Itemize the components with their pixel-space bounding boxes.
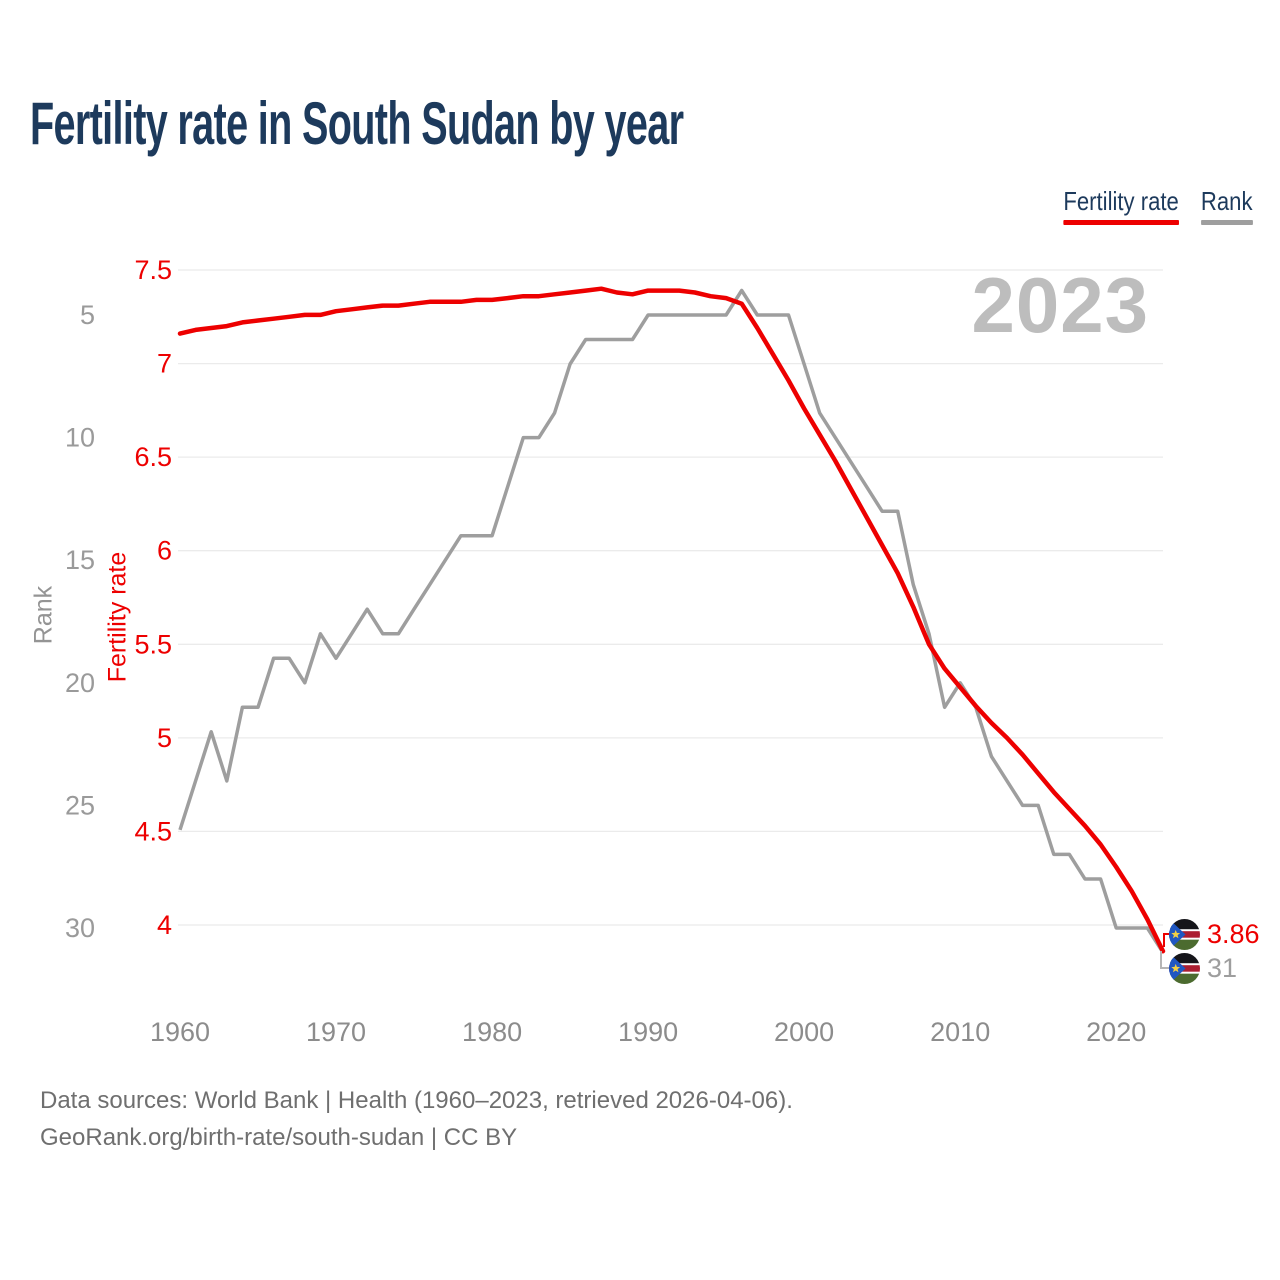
fertility-tick-label: 6.5 — [134, 442, 172, 472]
page-title: Fertility rate in South Sudan by year — [30, 90, 684, 157]
rank-end-value: 31 — [1207, 953, 1238, 983]
fertility-tick-label: 6 — [157, 536, 172, 566]
legend: Fertility rate Rank — [1063, 186, 1253, 225]
x-tick-label: 1970 — [306, 1017, 366, 1047]
fertility-line — [177, 286, 1166, 954]
rank-tick-label: 25 — [65, 790, 95, 820]
fertility-tick-label: 7 — [157, 349, 172, 379]
x-tick-label: 1990 — [618, 1017, 678, 1047]
legend-label-rank: Rank — [1201, 186, 1253, 216]
x-tick-label: 2020 — [1086, 1017, 1146, 1047]
rank-endpoint-connector — [1160, 951, 1170, 969]
x-tick-label: 2000 — [774, 1017, 834, 1047]
fertility-tick-label: 7.5 — [134, 255, 172, 285]
source-line-1: Data sources: World Bank | Health (1960–… — [40, 1087, 793, 1114]
fertility-end-value: 3.86 — [1207, 919, 1260, 949]
x-tick-label: 2010 — [930, 1017, 990, 1047]
legend-underline-fertility — [1063, 220, 1180, 225]
rank-line — [178, 288, 1165, 954]
fertility-tick-label: 5 — [157, 723, 172, 753]
legend-item-fertility-rate[interactable]: Fertility rate — [1063, 186, 1180, 225]
fertility-end-label-row: 3.86 — [1169, 919, 1260, 950]
fertility-tick-label: 4 — [157, 910, 172, 940]
fertility-endpoint-connector — [1163, 933, 1170, 947]
x-tick-label: 1980 — [462, 1017, 522, 1047]
south-sudan-flag-icon — [1169, 919, 1200, 950]
rank-tick-label: 5 — [80, 300, 95, 330]
fertility-tick-label: 4.5 — [134, 816, 172, 846]
legend-label-fertility-rate: Fertility rate — [1063, 186, 1180, 216]
rank-tick-label: 15 — [65, 545, 95, 575]
source-line-2: GeoRank.org/birth-rate/south-sudan | CC … — [40, 1124, 518, 1151]
rank-tick-label: 20 — [65, 668, 95, 698]
x-tick-label: 1960 — [150, 1017, 210, 1047]
south-sudan-flag-icon — [1169, 953, 1200, 984]
rank-end-label-row: 31 — [1169, 953, 1237, 984]
source-attribution: Data sources: World Bank | Health (1960–… — [40, 1082, 793, 1156]
legend-item-rank[interactable]: Rank — [1201, 186, 1253, 225]
legend-underline-rank — [1201, 220, 1253, 225]
rank-tick-label: 10 — [65, 423, 95, 453]
watermark-year: 2023 — [971, 261, 1149, 349]
fertility-tick-label: 5.5 — [134, 629, 172, 659]
rank-tick-label: 30 — [65, 913, 95, 943]
